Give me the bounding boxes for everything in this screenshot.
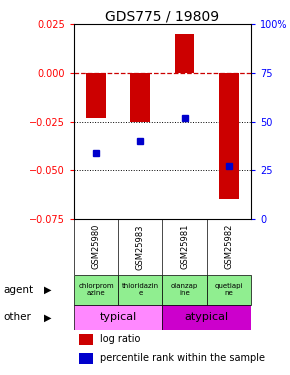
Bar (130, 73, 150, 122)
Bar (86, 73, 106, 118)
Text: atypical: atypical (184, 312, 229, 322)
Text: ▶: ▶ (44, 285, 52, 295)
Text: GSM25982: GSM25982 (224, 224, 233, 270)
Text: other: other (3, 312, 31, 322)
Text: GSM25980: GSM25980 (92, 224, 101, 270)
Bar (219, 73, 239, 199)
Text: ▶: ▶ (44, 312, 52, 322)
FancyBboxPatch shape (206, 275, 251, 305)
FancyBboxPatch shape (74, 305, 162, 330)
Text: log ratio: log ratio (100, 334, 141, 345)
Text: quetiapi
ne: quetiapi ne (215, 283, 243, 296)
Text: thioridazin
e: thioridazin e (122, 283, 159, 296)
Bar (175, 34, 195, 73)
Text: chlorprom
azine: chlorprom azine (78, 283, 114, 296)
Text: agent: agent (3, 285, 33, 295)
Text: olanzap
ine: olanzap ine (171, 283, 198, 296)
FancyBboxPatch shape (118, 275, 162, 305)
FancyBboxPatch shape (74, 275, 118, 305)
Text: percentile rank within the sample: percentile rank within the sample (100, 353, 265, 363)
Text: GSM25983: GSM25983 (136, 224, 145, 270)
Title: GDS775 / 19809: GDS775 / 19809 (105, 9, 220, 23)
Text: GSM25981: GSM25981 (180, 224, 189, 270)
FancyBboxPatch shape (162, 305, 251, 330)
FancyBboxPatch shape (162, 275, 206, 305)
Bar (79, 352, 93, 364)
Bar (79, 334, 93, 345)
Text: typical: typical (99, 312, 137, 322)
